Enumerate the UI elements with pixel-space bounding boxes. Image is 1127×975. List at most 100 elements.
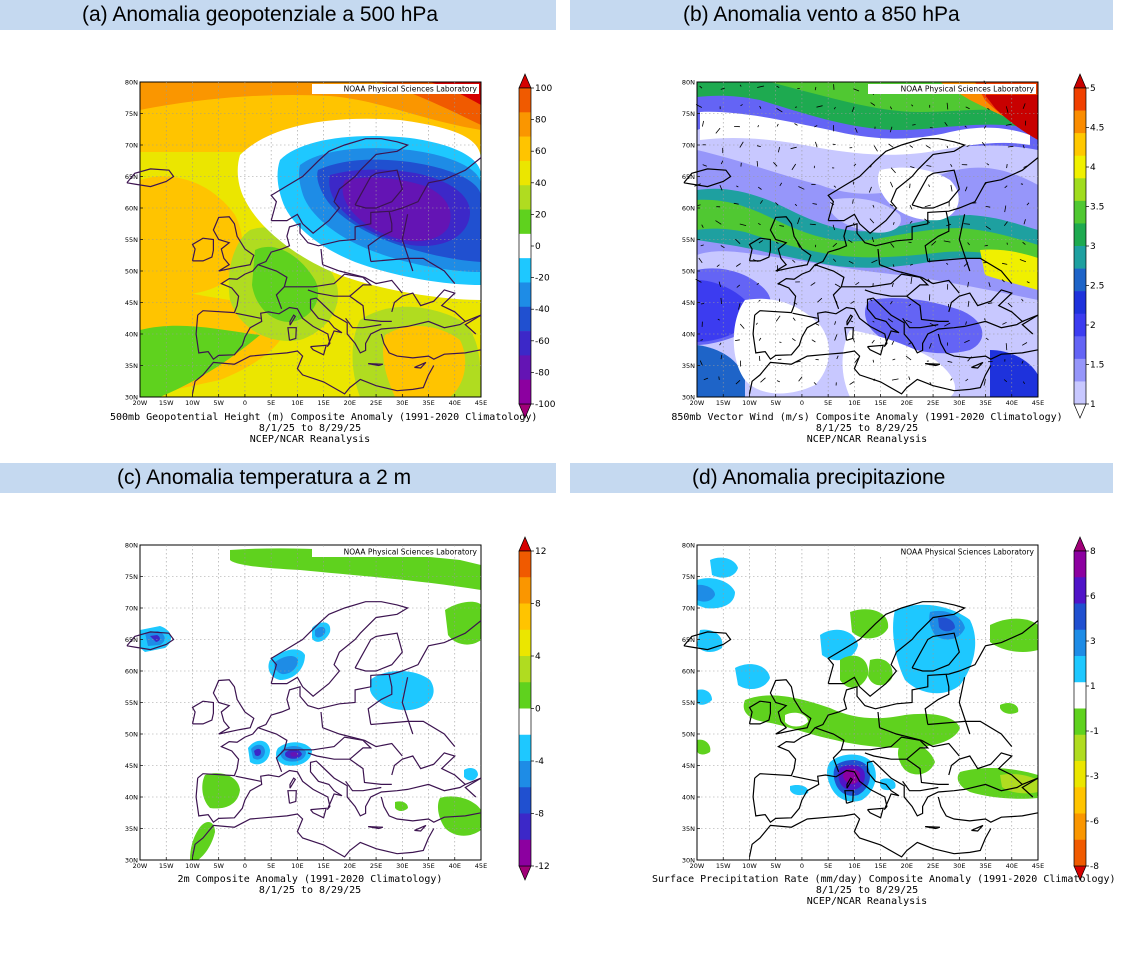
coastline-segment	[364, 276, 403, 294]
wind-arrow	[890, 242, 895, 248]
wind-arrow	[908, 342, 912, 345]
lat-label-d-0: 80N	[682, 542, 695, 550]
colorbar-swatch-b-2	[1074, 133, 1086, 157]
wind-arrow	[851, 106, 855, 113]
wind-arrow	[963, 262, 969, 267]
lat-label-d-3: 65N	[682, 636, 695, 644]
colorbar-label-b-4: 3	[1090, 242, 1096, 252]
coastline-segment	[368, 363, 384, 367]
colorbar-swatch-b-10	[1074, 313, 1086, 337]
coastline-segment	[270, 601, 410, 697]
coastline-segment	[748, 237, 772, 262]
coastline-segment	[1021, 314, 1039, 335]
coastline-segment	[792, 312, 818, 319]
lat-label-b-3: 65N	[682, 173, 695, 181]
wind-arrow	[911, 104, 914, 107]
coastline-segment	[212, 216, 255, 272]
coastline-segment	[754, 620, 1039, 779]
colorbar-swatch-a-8	[519, 282, 531, 308]
coastline-segment	[925, 363, 941, 367]
wind-arrow	[950, 378, 953, 381]
wind-arrow	[872, 204, 875, 208]
wind-arrow	[792, 259, 796, 263]
lon-label-c-4: 0	[243, 862, 247, 870]
wind-arrow	[757, 222, 761, 226]
wind-arrow	[796, 360, 801, 363]
wind-arrow	[908, 304, 912, 307]
coastline-segment	[289, 314, 297, 326]
lon-label-a-6: 10E	[291, 399, 303, 407]
coastline-segment	[748, 350, 992, 395]
colorbar-swatch-a-2	[519, 136, 531, 162]
geopotential-field	[140, 82, 481, 397]
colorbar-swatch-d-1	[1074, 577, 1086, 604]
wind-arrow	[1003, 221, 1008, 226]
colorbar-label-b-6: 2	[1090, 321, 1096, 331]
coastline-segment	[827, 138, 967, 234]
lon-label-c-2: 10W	[185, 862, 200, 870]
wind-arrow	[697, 204, 701, 206]
wind-arrow	[775, 241, 779, 244]
wind-arrow	[716, 264, 720, 268]
wind-arrow	[910, 276, 913, 284]
wind-arrow	[1020, 183, 1024, 185]
coastlines-c	[126, 601, 482, 858]
colorbar-swatch-b-5	[1074, 200, 1086, 224]
coastline-segment	[368, 826, 384, 830]
wind-arrow	[700, 244, 704, 247]
caption-d-line1: Surface Precipitation Rate (mm/day) Comp…	[652, 874, 1116, 885]
coastline-segment	[927, 257, 1013, 284]
colorbar-label-d-5: -3	[1090, 772, 1099, 782]
wind-arrow	[963, 223, 970, 225]
colorbar-swatch-d-6	[1074, 708, 1086, 736]
wind-arrow	[715, 220, 722, 225]
wind-arrow	[944, 322, 951, 327]
colorbar-swatch-d-7	[1074, 734, 1086, 762]
lon-label-b-8: 20E	[901, 399, 913, 407]
wind-arrow	[929, 342, 932, 349]
coastline-segment	[971, 361, 984, 369]
colorbar-swatch-a-10	[519, 331, 531, 356]
coastline-segment	[191, 350, 435, 395]
colorbar-swatch-c-7	[519, 734, 531, 762]
coastline-segment	[284, 273, 373, 297]
coastline-segment	[257, 727, 288, 773]
lon-label-c-8: 20E	[344, 862, 356, 870]
lat-label-d-7: 45N	[682, 762, 695, 770]
wind-arrow	[870, 102, 876, 106]
caption-c-line1: 2m Composite Anomaly (1991-2020 Climatol…	[177, 874, 443, 885]
wind-arrow	[736, 284, 741, 288]
colorbar-swatch-a-4	[519, 185, 531, 210]
colorbar-swatch-b-9	[1074, 291, 1086, 315]
wind-arrow	[757, 186, 762, 190]
wind-arrow	[967, 242, 970, 246]
coastline-segment	[927, 720, 1013, 747]
credit-c: NOAA Physical Sciences Laboratory	[344, 548, 478, 557]
wind-arrow	[830, 202, 835, 206]
lat-label-a-8: 40N	[125, 331, 138, 339]
coastline-segment	[814, 264, 845, 310]
wind-arrow	[890, 300, 893, 305]
lon-label-c-9: 25E	[370, 862, 382, 870]
colorbar-label-a-10: -100	[535, 400, 556, 410]
lon-label-c-13: 45E	[475, 862, 487, 870]
wind-arrow	[985, 225, 991, 230]
colorbar-swatch-d-11	[1074, 839, 1086, 867]
lon-label-d-7: 15E	[874, 862, 886, 870]
coastline-segment	[257, 264, 288, 310]
colorbar-label-d-1: 6	[1090, 592, 1096, 602]
lon-label-b-2: 10W	[742, 399, 757, 407]
wind-arrow	[924, 204, 932, 208]
lat-label-a-6: 50N	[125, 268, 138, 276]
colorbar-swatch-b-4	[1074, 178, 1086, 202]
coastline-segment	[879, 264, 922, 278]
lat-label-b-6: 50N	[682, 268, 695, 276]
wind-arrow	[794, 123, 798, 126]
wind-arrow	[814, 264, 819, 267]
lon-label-d-9: 25E	[927, 862, 939, 870]
lon-label-d-4: 0	[800, 862, 804, 870]
coastline-segment	[846, 314, 854, 326]
wind-arrow	[872, 320, 875, 323]
wind-arrow	[909, 145, 914, 148]
